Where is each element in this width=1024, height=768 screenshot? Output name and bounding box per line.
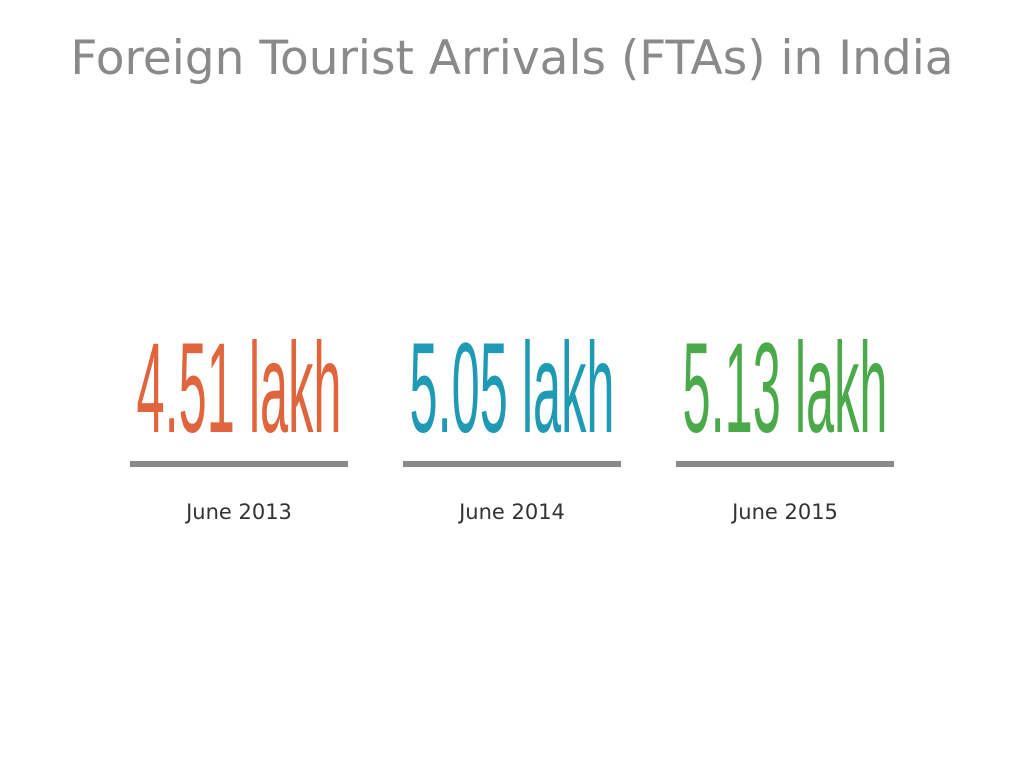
divider (676, 461, 894, 467)
stat-period: June 2014 (457, 500, 565, 524)
stat-value: 5.05 lakh (410, 317, 615, 460)
divider (130, 461, 348, 467)
stat-period: June 2015 (730, 500, 838, 524)
stat-value: 4.51 lakh (137, 317, 342, 460)
title: Foreign Tourist Arrivals (FTAs) in India (70, 31, 953, 86)
stat-period: June 2013 (184, 500, 292, 524)
stat-value: 5.13 lakh (683, 317, 888, 460)
divider (403, 461, 621, 467)
